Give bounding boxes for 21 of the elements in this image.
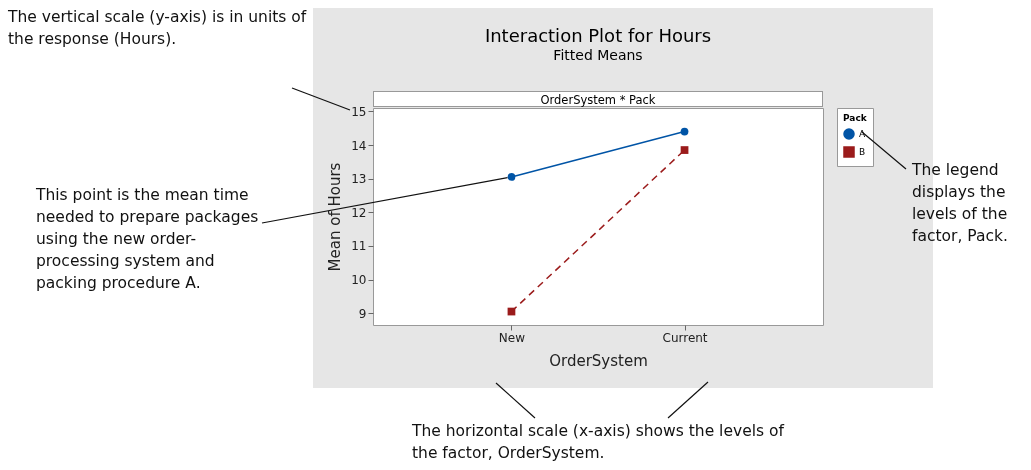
y-tick-label: 9 bbox=[358, 306, 367, 321]
chart-subtitle: Fitted Means bbox=[553, 47, 643, 64]
y-tick-label: 14 bbox=[351, 138, 367, 153]
text: The vertical scale (y-axis) is in units of the response (Hours). bbox=[8, 7, 308, 50]
y-tick-label: 12 bbox=[351, 205, 367, 220]
x-tick-label: Current bbox=[662, 330, 708, 345]
y-tick-label: 13 bbox=[351, 172, 367, 187]
y-axis-title: Mean of Hours bbox=[326, 162, 345, 272]
text: OrderSystem * Pack bbox=[373, 91, 823, 107]
x-tick-label: New bbox=[498, 330, 526, 345]
y-tick-label: 10 bbox=[351, 273, 367, 288]
y-tick-label: 11 bbox=[351, 239, 367, 254]
chart-title: Interaction Plot for Hours bbox=[484, 25, 712, 47]
y-tick-label: 15 bbox=[351, 104, 367, 119]
annotation: This point is the mean time needed to prepare packages using the new order-processing system and packing procedure A. bbox=[36, 185, 260, 294]
text: The horizontal scale (x-axis) shows the levels of the factor, OrderSystem. bbox=[412, 421, 786, 464]
legend-label: B bbox=[859, 147, 866, 157]
legend-label: A bbox=[859, 129, 866, 139]
x-axis-title: OrderSystem bbox=[549, 351, 648, 370]
text: The legend displays the levels of the factor, Pack. bbox=[912, 160, 1009, 247]
legend-title: Pack bbox=[843, 113, 868, 123]
